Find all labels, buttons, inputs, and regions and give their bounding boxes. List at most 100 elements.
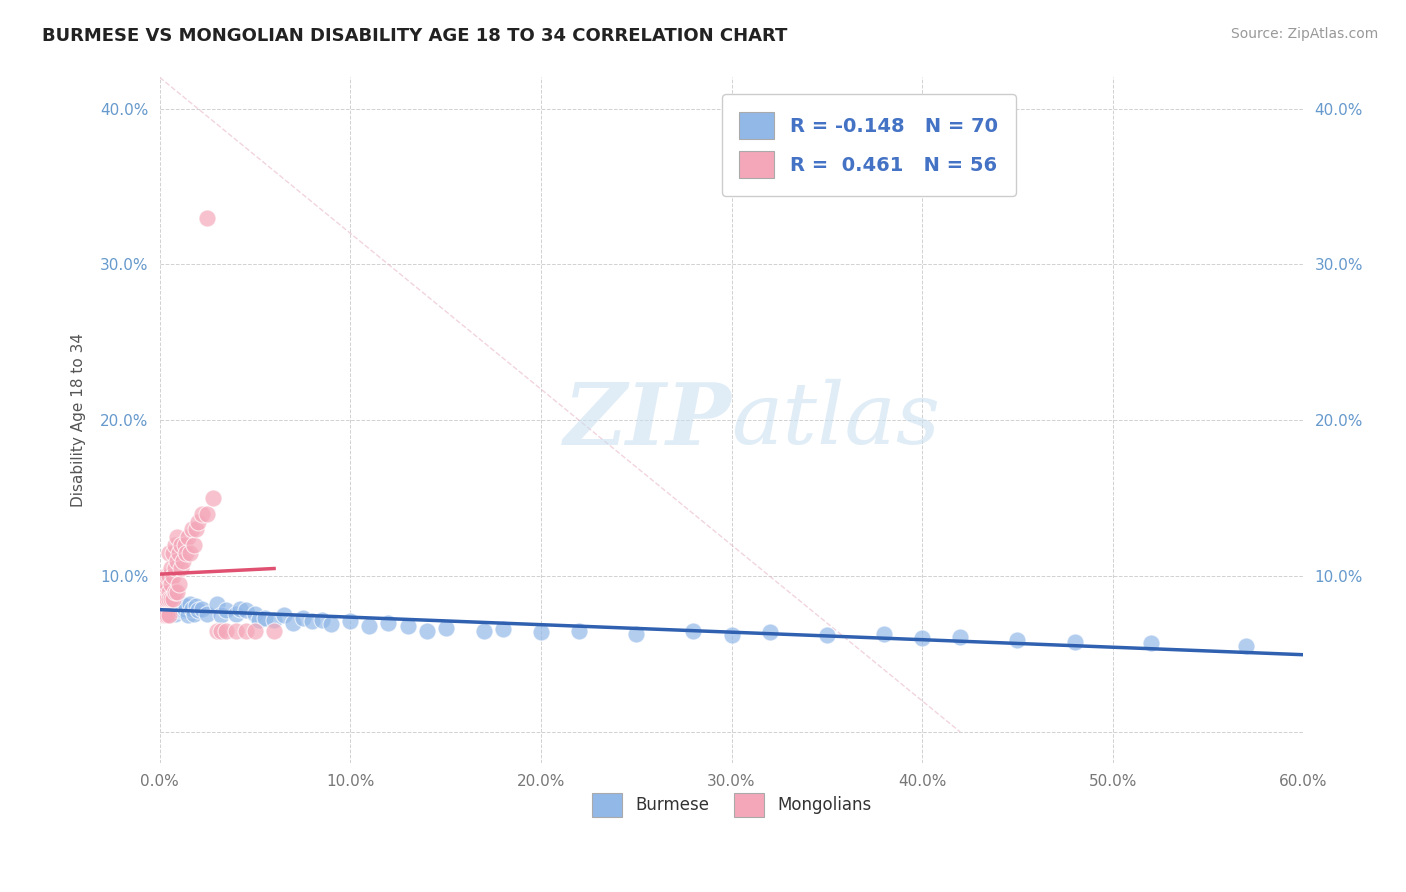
Point bbox=[197, 211, 219, 225]
Point bbox=[170, 538, 193, 552]
Point bbox=[167, 546, 190, 560]
Point bbox=[209, 624, 232, 638]
Point bbox=[183, 538, 205, 552]
Point bbox=[190, 602, 212, 616]
Point bbox=[156, 577, 179, 591]
Point bbox=[157, 592, 180, 607]
Point bbox=[150, 592, 173, 607]
Point bbox=[202, 491, 225, 506]
Point bbox=[181, 522, 204, 536]
Point bbox=[179, 546, 201, 560]
Point bbox=[181, 602, 204, 616]
Point bbox=[157, 546, 180, 560]
Point bbox=[163, 597, 186, 611]
Point bbox=[197, 507, 219, 521]
Point bbox=[156, 608, 179, 623]
Point bbox=[157, 600, 180, 615]
Y-axis label: Disability Age 18 to 34: Disability Age 18 to 34 bbox=[72, 334, 86, 508]
Point bbox=[179, 597, 201, 611]
Point bbox=[170, 561, 193, 575]
Point bbox=[247, 613, 270, 627]
Point bbox=[155, 569, 177, 583]
Point bbox=[263, 613, 285, 627]
Point bbox=[157, 584, 180, 599]
Point bbox=[160, 597, 183, 611]
Point bbox=[150, 608, 173, 623]
Point bbox=[155, 608, 177, 623]
Point bbox=[156, 600, 179, 615]
Point bbox=[150, 600, 173, 615]
Point bbox=[624, 627, 647, 641]
Point bbox=[568, 624, 591, 638]
Point bbox=[166, 530, 188, 544]
Point bbox=[235, 603, 257, 617]
Point bbox=[190, 507, 212, 521]
Point bbox=[177, 530, 200, 544]
Point bbox=[152, 608, 174, 623]
Point bbox=[157, 608, 180, 623]
Point bbox=[225, 607, 247, 621]
Point bbox=[434, 621, 457, 635]
Point bbox=[492, 622, 515, 636]
Point bbox=[1007, 633, 1029, 648]
Point bbox=[263, 624, 285, 638]
Point bbox=[162, 546, 184, 560]
Point bbox=[162, 569, 184, 583]
Point bbox=[150, 592, 173, 607]
Point bbox=[156, 608, 179, 623]
Point bbox=[155, 592, 177, 607]
Point bbox=[160, 577, 183, 591]
Point bbox=[530, 625, 553, 640]
Point bbox=[184, 599, 207, 613]
Point bbox=[215, 603, 238, 617]
Point bbox=[758, 625, 780, 640]
Point bbox=[152, 584, 174, 599]
Point bbox=[150, 600, 173, 615]
Point bbox=[911, 632, 934, 646]
Point bbox=[283, 615, 305, 630]
Point bbox=[815, 628, 838, 642]
Point bbox=[377, 615, 399, 630]
Point bbox=[472, 624, 495, 638]
Point bbox=[156, 569, 179, 583]
Point bbox=[176, 546, 198, 560]
Point bbox=[155, 592, 177, 607]
Point bbox=[291, 611, 314, 625]
Point bbox=[253, 611, 276, 625]
Point bbox=[229, 602, 252, 616]
Point bbox=[157, 592, 180, 607]
Point bbox=[162, 600, 184, 615]
Point bbox=[197, 607, 219, 621]
Point bbox=[415, 624, 437, 638]
Point bbox=[177, 608, 200, 623]
Point bbox=[187, 603, 209, 617]
Point bbox=[176, 599, 198, 613]
Point bbox=[152, 592, 174, 607]
Point bbox=[396, 619, 419, 633]
Point bbox=[173, 538, 195, 552]
Legend: Burmese, Mongolians: Burmese, Mongolians bbox=[585, 787, 879, 823]
Point bbox=[166, 553, 188, 567]
Point bbox=[1234, 639, 1257, 653]
Point bbox=[166, 602, 188, 616]
Point bbox=[156, 592, 179, 607]
Point bbox=[163, 538, 186, 552]
Point bbox=[172, 603, 194, 617]
Point bbox=[311, 613, 333, 627]
Point bbox=[1139, 636, 1161, 650]
Point bbox=[205, 597, 228, 611]
Point bbox=[170, 597, 193, 611]
Point bbox=[1063, 634, 1085, 648]
Point bbox=[160, 592, 183, 607]
Point bbox=[155, 608, 177, 623]
Text: ZIP: ZIP bbox=[564, 378, 731, 462]
Text: Source: ZipAtlas.com: Source: ZipAtlas.com bbox=[1230, 27, 1378, 41]
Point bbox=[172, 553, 194, 567]
Point bbox=[162, 592, 184, 607]
Text: BURMESE VS MONGOLIAN DISABILITY AGE 18 TO 34 CORRELATION CHART: BURMESE VS MONGOLIAN DISABILITY AGE 18 T… bbox=[42, 27, 787, 45]
Point bbox=[162, 603, 184, 617]
Point bbox=[166, 584, 188, 599]
Point bbox=[235, 624, 257, 638]
Point bbox=[301, 615, 323, 629]
Text: atlas: atlas bbox=[731, 379, 941, 462]
